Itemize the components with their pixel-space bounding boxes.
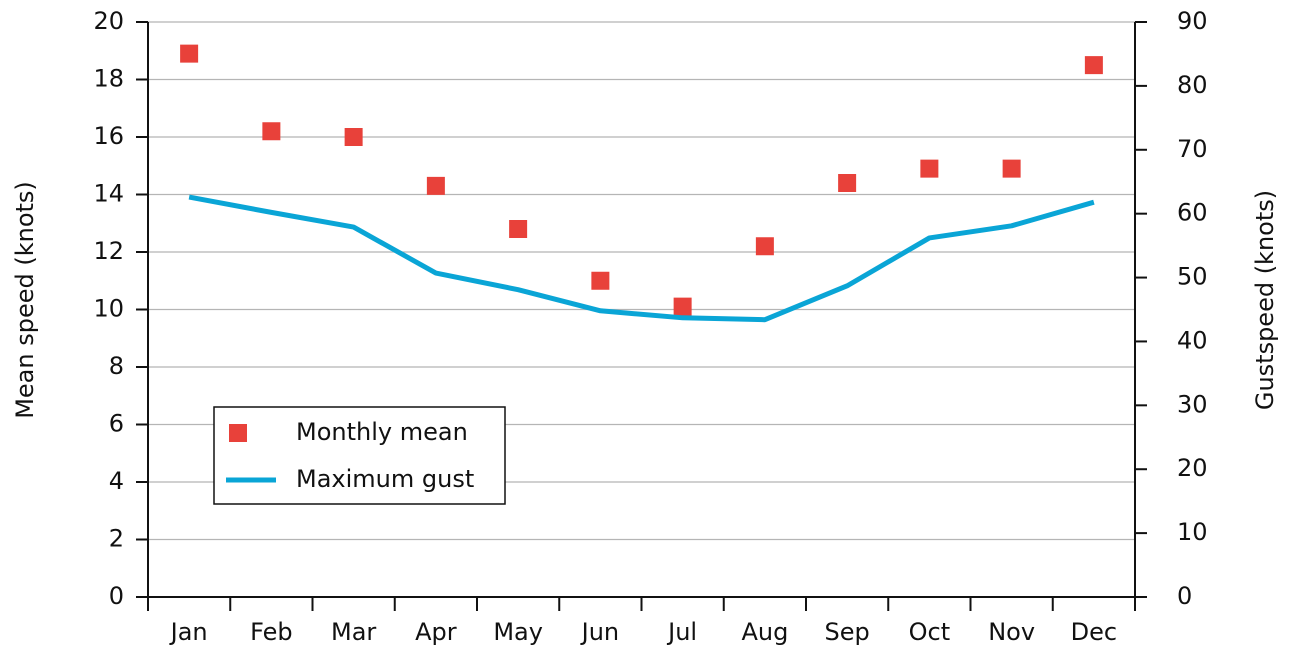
y-tick-label: 10 (93, 295, 124, 323)
y2-tick-label: 50 (1177, 263, 1208, 291)
y-tick-label: 16 (93, 122, 124, 150)
y-tick-label: 8 (109, 352, 124, 380)
x-tick-label: Feb (250, 618, 293, 646)
x-tick-label: Jul (666, 618, 697, 646)
y2-axis-label: Gustspeed (knots) (1251, 190, 1279, 410)
y-tick-label: 20 (93, 7, 124, 35)
x-tick-label: Sep (825, 618, 870, 646)
legend-label: Maximum gust (296, 465, 474, 493)
line (188, 194, 1095, 323)
marker (1084, 56, 1103, 75)
y2-tick-label: 80 (1177, 71, 1208, 99)
x-tick-label: Oct (909, 618, 951, 646)
x-tick-label: Mar (331, 618, 376, 646)
y-tick-label: 18 (93, 65, 124, 93)
y2-tick-label: 60 (1177, 199, 1208, 227)
y2-tick-label: 20 (1177, 454, 1208, 482)
x-tick-label: Aug (741, 618, 788, 646)
x-tick-label: May (493, 618, 543, 646)
y2-tick-label: 40 (1177, 326, 1208, 354)
y2-tick-label: 10 (1177, 518, 1208, 546)
y-tick-label: 0 (109, 582, 124, 610)
y-tick-label: 4 (109, 467, 124, 495)
x-tick-label: Jun (580, 618, 620, 646)
x-tick-label: Dec (1071, 618, 1117, 646)
y-tick-label: 2 (109, 525, 124, 553)
marker (262, 122, 281, 141)
legend-label: Monthly mean (296, 418, 468, 446)
legend-swatch (229, 424, 247, 442)
y2-tick-label: 70 (1177, 135, 1208, 163)
y2-tick-label: 90 (1177, 7, 1208, 35)
y-tick-label: 12 (93, 237, 124, 265)
x-tick-label: Jan (169, 618, 208, 646)
marker (920, 159, 939, 178)
marker (509, 220, 528, 238)
marker (591, 271, 610, 290)
marker (838, 174, 857, 192)
marker (755, 237, 774, 256)
y-axis-label: Mean speed (knots) (11, 181, 39, 419)
marker (673, 297, 692, 316)
y2-tick-label: 0 (1177, 582, 1192, 610)
marker (426, 176, 445, 195)
y-tick-label: 14 (93, 180, 124, 208)
marker (1002, 159, 1021, 178)
y2-tick-label: 30 (1177, 390, 1208, 418)
x-tick-label: Apr (415, 618, 457, 646)
legend-box (213, 406, 506, 505)
x-tick-label: Nov (988, 618, 1035, 646)
marker (344, 128, 363, 146)
y-tick-label: 6 (109, 410, 124, 438)
marker (180, 44, 199, 63)
